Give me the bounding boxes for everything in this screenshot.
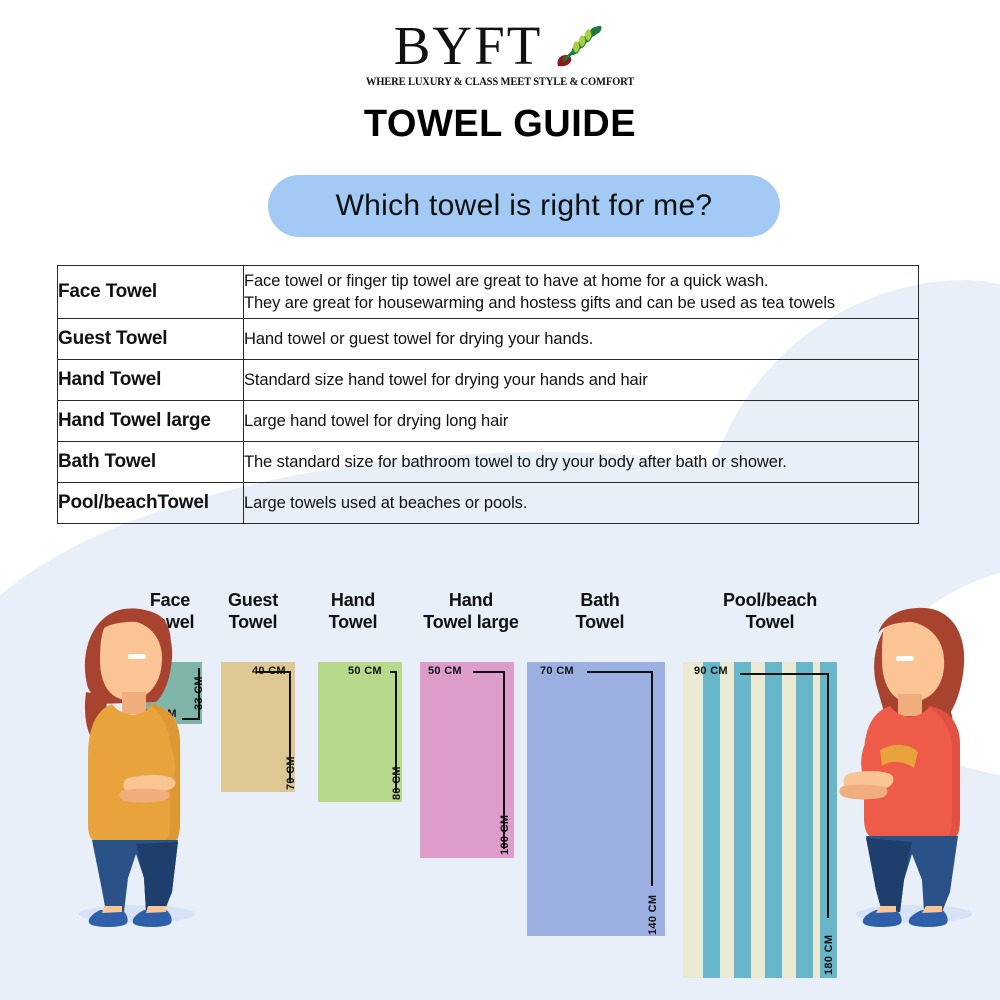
dim-height-pool: 180 CM — [823, 934, 835, 975]
dim-rule-hand-large-v — [503, 671, 506, 849]
towel-type-description: Large hand towel for drying long hair — [243, 400, 919, 442]
towel-type-name: Hand Towel — [57, 359, 244, 401]
towel-type-name: Guest Towel — [57, 318, 244, 360]
table-row: Hand Towel large Large hand towel for dry… — [57, 400, 919, 442]
table-row: Bath Towel The standard size for bathroom… — [57, 441, 919, 483]
towel-type-description: Face towel or finger tip towel are great… — [243, 265, 919, 319]
towel-swatch-hand — [318, 662, 402, 802]
towel-label-guest: Guest Towel — [227, 590, 278, 632]
dim-rule-guest-h — [256, 671, 291, 674]
dim-height-hand: 80 CM — [391, 766, 403, 800]
towel-type-name: Hand Towel large — [57, 400, 244, 442]
dim-width-hand: 50 CM — [348, 665, 382, 677]
dim-rule-bath-v — [651, 671, 654, 886]
dim-height-guest: 70 CM — [285, 756, 297, 790]
towel-type-description: Large towels used at beaches or pools. — [243, 482, 919, 524]
dim-height-hand-large: 100 CM — [499, 814, 511, 855]
dim-rule-hand-large-h — [473, 671, 505, 674]
towel-label-pool: Pool/beach Towel — [722, 590, 818, 632]
towel-swatch-guest — [221, 662, 295, 792]
pool-stripe — [734, 662, 751, 978]
pool-stripe — [765, 662, 782, 978]
dim-rule-pool-h — [740, 673, 829, 676]
pool-stripe — [796, 662, 813, 978]
question-banner: Which towel is right for me? — [268, 175, 780, 237]
dim-height-bath: 140 CM — [647, 894, 659, 935]
page-title: TOWEL GUIDE — [363, 103, 637, 145]
towel-label-bath: Bath Towel — [575, 590, 625, 632]
person-left-illustration — [79, 608, 195, 927]
towel-type-description: Hand towel or guest towel for drying you… — [243, 318, 919, 360]
brand-name: BYFT — [393, 15, 543, 76]
dim-rule-guest-v — [289, 671, 292, 783]
towel-swatch-bath — [527, 662, 665, 936]
question-text: Which towel is right for me? — [335, 189, 713, 222]
dim-width-bath: 70 CM — [540, 665, 574, 677]
towel-type-description: The standard size for bathroom towel to … — [243, 441, 919, 483]
dim-rule-face-v — [198, 668, 201, 720]
dim-rule-hand-h — [390, 671, 397, 674]
brand-tagline: WHERE LUXURY & CLASS MEET STYLE & COMFOR… — [365, 76, 635, 88]
towel-type-name: Face Towel — [57, 265, 244, 319]
person-right-illustration — [839, 607, 972, 927]
towel-type-name: Bath Towel — [57, 441, 244, 483]
table-row: Guest Towel Hand towel or guest towel for… — [57, 318, 919, 360]
towel-guide-table: Face Towel Face towel or finger tip towel… — [57, 265, 919, 524]
table-row: Pool/beachTowel Large towels used at beac… — [57, 482, 919, 524]
towel-type-description: Standard size hand towel for drying your… — [243, 359, 919, 401]
dim-rule-hand-v — [395, 671, 398, 793]
brand-logo: BYFT — [0, 18, 1000, 73]
pool-stripe — [703, 662, 720, 978]
table-row: Hand Towel Standard size hand towel for … — [57, 359, 919, 401]
table-row: Face Towel Face towel or finger tip towel… — [57, 265, 919, 319]
dim-width-hand-large: 50 CM — [428, 665, 462, 677]
dim-rule-pool-v — [827, 673, 830, 918]
dim-rule-bath-h — [587, 671, 653, 674]
towel-type-name: Pool/beachTowel — [57, 482, 244, 524]
towel-swatch-hand-large — [420, 662, 514, 858]
dim-width-pool: 90 CM — [694, 665, 728, 677]
dim-rule-face-h — [182, 718, 200, 721]
leaf-branch-icon — [557, 25, 602, 67]
towel-swatch-pool — [683, 662, 838, 978]
towel-label-hand-large: Hand Towel large — [423, 590, 519, 632]
towel-label-hand: Hand Towel — [328, 590, 378, 632]
